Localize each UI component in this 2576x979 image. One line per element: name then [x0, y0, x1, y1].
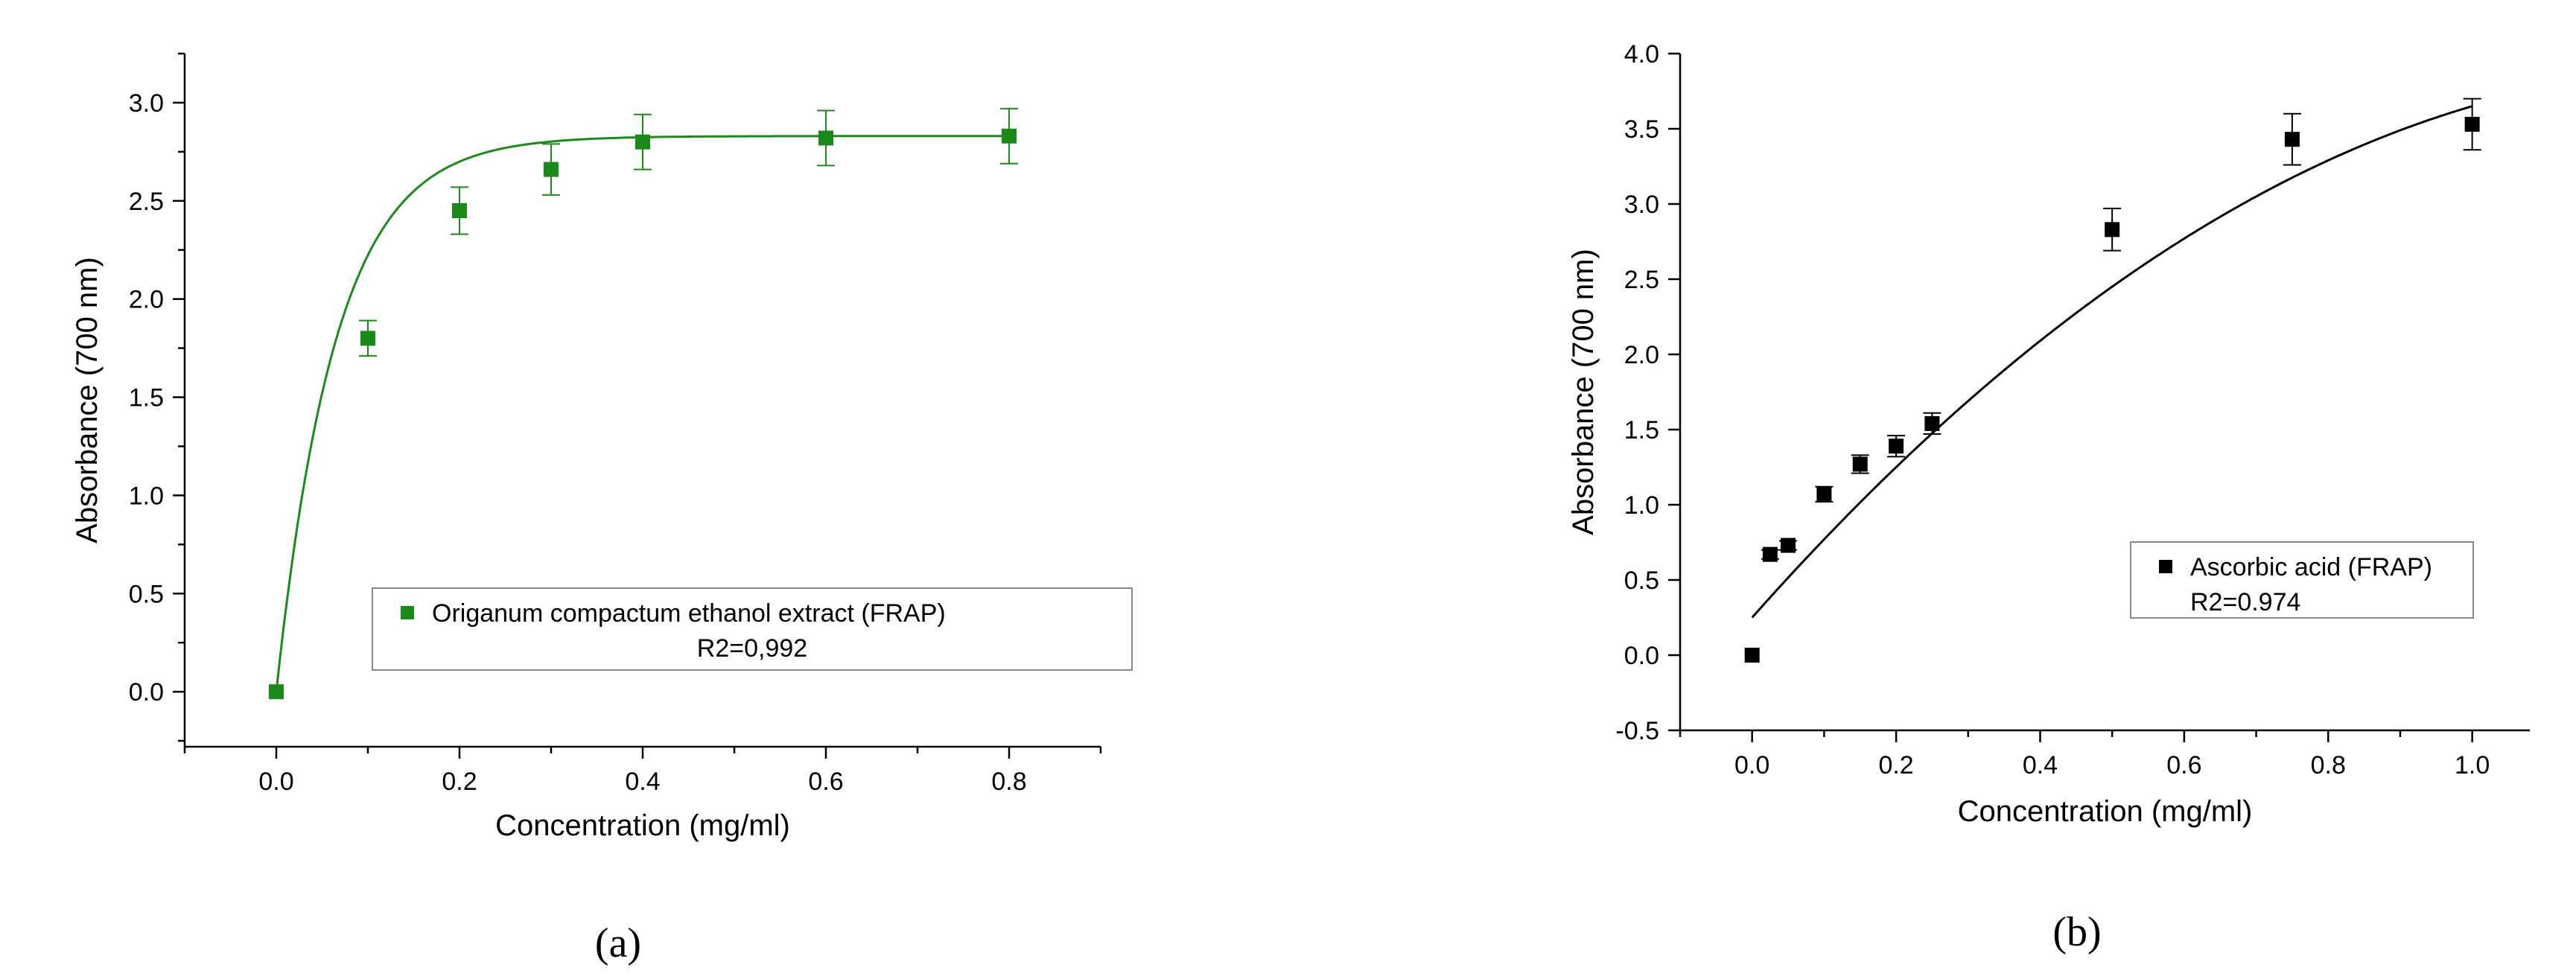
chart-a-y-tick-label: 3.0	[129, 89, 164, 118]
chart-b-data-point	[2284, 132, 2300, 147]
chart-b-legend-fit-label: R2=0.974	[2190, 588, 2300, 616]
chart-b-y-tick-label: 0.5	[1624, 567, 1659, 595]
chart-b-data-point	[1816, 486, 1832, 502]
chart-a-y-tick-label: 1.5	[129, 384, 164, 412]
chart-a-x-axis-title: Concentration (mg/ml)	[495, 809, 790, 842]
chart-b-y-tick-label: 1.5	[1624, 416, 1659, 444]
chart-b-y-tick-label: 2.0	[1624, 341, 1659, 369]
chart-b-legend: Ascorbic acid (FRAP) R2=0.974	[2130, 541, 2474, 619]
chart-b-data-point	[1924, 415, 1940, 431]
chart-b-data-point	[1744, 648, 1760, 663]
chart-b-legend-series-name: Ascorbic acid (FRAP)	[2190, 553, 2432, 581]
chart-a-legend-marker	[401, 606, 414, 619]
chart-a-legend-fit-label: R2=0,992	[697, 634, 807, 663]
chart-panel-b: 0.0 0.2 0.4 0.6 0.8 1.0 -0.5 0.0 0.5 1.0 1.5 2.0 2.5…	[1288, 0, 2576, 979]
chart-b-data-point	[1889, 439, 1904, 454]
chart-b-y-tick-label: 4.0	[1624, 40, 1659, 68]
chart-b-data-point	[2464, 116, 2480, 132]
chart-a-legend: Origanum compactum ethanol extract (FRAP…	[372, 587, 1133, 671]
chart-b-y-axis-title: Absorbance (700 nm)	[1567, 249, 1600, 535]
chart-panel-a: 0.0 0.2 0.4 0.6 0.8 0.0 0.5 1.0 1.5 2.0 2.5 3.0 Conc…	[71, 52, 1133, 966]
chart-b-panel-label: (b)	[2052, 909, 2101, 955]
chart-a-x-tick-label: 0.4	[625, 768, 660, 796]
chart-b-y-tick-label: -0.5	[1615, 717, 1659, 745]
chart-a-y-tick-label: 0.0	[129, 678, 164, 707]
chart-b-y-tick-label: 0.0	[1624, 642, 1659, 670]
chart-a-y-axis-title: Absorbance (700 nm)	[71, 257, 104, 543]
chart-b-data-point	[2105, 222, 2120, 237]
chart-a-x-tick-label: 0.6	[808, 768, 843, 796]
chart-a-data-point	[452, 203, 467, 218]
chart-b-y-tick-label: 3.5	[1624, 115, 1659, 144]
chart-b-x-tick-label: 0.8	[2311, 751, 2346, 779]
chart-a-legend-series-name: Origanum compactum ethanol extract (FRAP…	[432, 599, 946, 628]
chart-b-legend-marker	[2159, 560, 2172, 573]
chart-a-x-tick-label: 0.8	[991, 768, 1026, 796]
chart-b-x-tick-label: 1.0	[2455, 751, 2490, 779]
chart-a-x-tick-label: 0.2	[442, 768, 477, 796]
chart-b-data-point	[1781, 538, 1796, 553]
chart-a-data-point	[544, 162, 559, 177]
chart-b-y-tick-label: 3.0	[1624, 191, 1659, 219]
chart-a-legend-box	[372, 587, 1133, 671]
chart-b-fit-curve	[1751, 105, 2473, 619]
chart-a-x-tick-label: 0.0	[258, 768, 293, 796]
chart-a-data-point	[360, 331, 375, 346]
chart-b-x-tick-label: 0.2	[1878, 751, 1913, 779]
chart-b-x-tick-label: 0.6	[2166, 751, 2201, 779]
chart-b-data-point	[1762, 546, 1778, 562]
chart-a-y-tick-label: 2.0	[129, 286, 164, 314]
chart-b-svg: 0.0 0.2 0.4 0.6 0.8 1.0 -0.5 0.0 0.5 1.0 1.5 2.0 2.5…	[1567, 40, 2530, 955]
chart-a-svg: 0.0 0.2 0.4 0.6 0.8 0.0 0.5 1.0 1.5 2.0 2.5 3.0 Conc…	[71, 52, 1133, 966]
chart-a-y-tick-label: 1.0	[129, 482, 164, 510]
chart-a-y-tick-label: 0.5	[129, 580, 164, 608]
chart-b-data-point	[1852, 456, 1868, 472]
chart-a-panel-label: (a)	[595, 920, 641, 966]
chart-a-data-point	[269, 684, 284, 700]
chart-b-x-tick-label: 0.4	[2023, 751, 2058, 779]
chart-a-data-point	[818, 130, 833, 146]
chart-a-data-point	[635, 134, 650, 150]
chart-b-legend-box	[2130, 541, 2474, 619]
chart-a-y-tick-label: 2.5	[129, 188, 164, 216]
chart-b-x-tick-label: 0.0	[1734, 751, 1769, 779]
chart-b-y-tick-label: 1.0	[1624, 491, 1659, 520]
chart-b-x-axis-title: Concentration (mg/ml)	[1958, 795, 2253, 828]
chart-a-data-point	[1002, 128, 1017, 144]
chart-b-y-tick-label: 2.5	[1624, 266, 1659, 294]
